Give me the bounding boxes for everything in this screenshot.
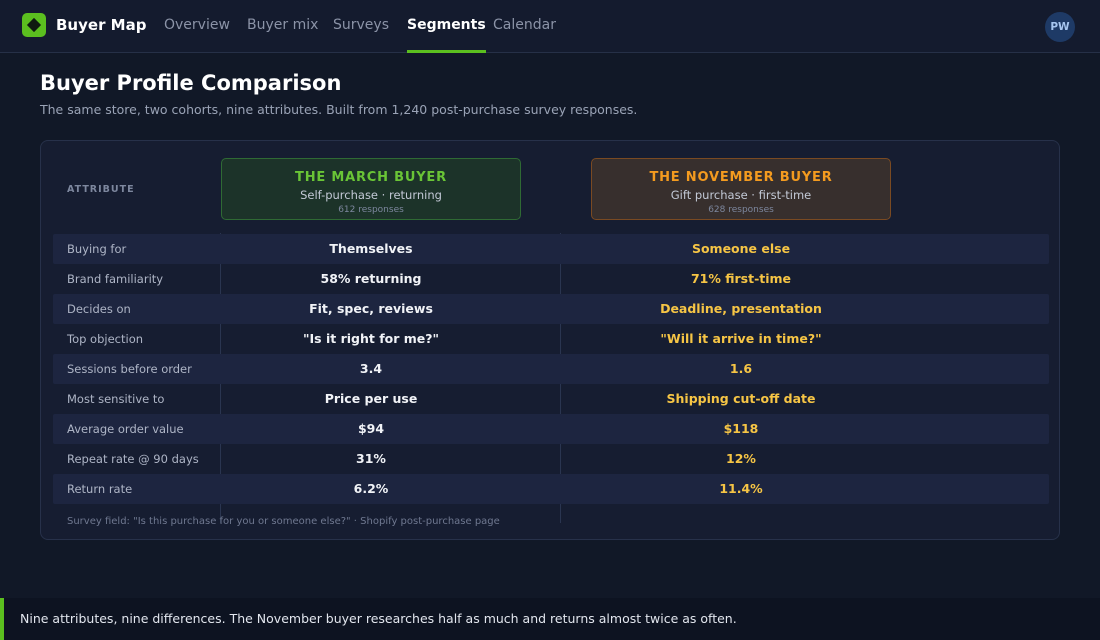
november-value: Deadline, presentation — [660, 301, 822, 316]
cohort-response-count: 628 responses — [708, 205, 774, 215]
november-value: $118 — [723, 421, 759, 436]
table-row: Most sensitive to Price per use Shipping… — [53, 384, 1049, 414]
attribute-label: Return rate — [67, 482, 133, 496]
march-value: 3.4 — [359, 361, 383, 376]
table-row: Buying for Themselves Someone else — [53, 234, 1049, 264]
attribute-column-header: ATTRIBUTE — [67, 184, 135, 195]
cohort-name: THE MARCH BUYER — [295, 170, 447, 185]
comparison-rows: Buying for Themselves Someone else Brand… — [53, 234, 1049, 504]
table-row: Brand familiarity 58% returning 71% firs… — [53, 264, 1049, 294]
march-value: 58% returning — [320, 271, 422, 286]
tab-surveys[interactable]: Surveys — [333, 17, 389, 33]
november-value: "Will it arrive in time?" — [660, 331, 822, 346]
november-value: Shipping cut-off date — [666, 391, 816, 406]
cohort-response-count: 612 responses — [338, 205, 404, 215]
tab-buyer-mix[interactable]: Buyer mix — [247, 17, 319, 33]
november-value: 1.6 — [729, 361, 753, 376]
page-title: Buyer Profile Comparison — [40, 71, 342, 95]
november-value: 11.4% — [719, 481, 763, 496]
november-value: 71% first-time — [690, 271, 792, 286]
march-value: Price per use — [324, 391, 418, 406]
cohort-name: THE NOVEMBER BUYER — [649, 170, 833, 185]
november-value: Someone else — [691, 241, 791, 256]
user-avatar[interactable]: PW — [1045, 12, 1075, 42]
march-buyer-header: THE MARCH BUYER Self-purchase · returnin… — [221, 158, 521, 220]
attribute-label: Decides on — [67, 302, 131, 316]
tab-calendar[interactable]: Calendar — [493, 17, 556, 33]
march-value: Themselves — [329, 241, 413, 256]
table-row: Average order value $94 $118 — [53, 414, 1049, 444]
comparison-card: ATTRIBUTE THE MARCH BUYER Self-purchase … — [40, 140, 1060, 540]
attribute-label: Brand familiarity — [67, 272, 164, 286]
insight-text: Nine attributes, nine differences. The N… — [20, 611, 737, 626]
cohort-description: Gift purchase · first-time — [670, 188, 812, 202]
march-value: 31% — [356, 451, 386, 466]
march-value: $94 — [357, 421, 385, 436]
november-value: 12% — [726, 451, 756, 466]
table-row: Repeat rate @ 90 days 31% 12% — [53, 444, 1049, 474]
attribute-label: Most sensitive to — [67, 392, 165, 406]
table-row: Return rate 6.2% 11.4% — [53, 474, 1049, 504]
table-row: Decides on Fit, spec, reviews Deadline, … — [53, 294, 1049, 324]
attribute-label: Buying for — [67, 242, 127, 256]
march-value: Fit, spec, reviews — [309, 301, 433, 316]
tab-overview[interactable]: Overview — [164, 17, 230, 33]
attribute-label: Repeat rate @ 90 days — [67, 452, 199, 466]
app-name[interactable]: Buyer Map — [56, 16, 147, 34]
insight-banner: Nine attributes, nine differences. The N… — [0, 598, 1100, 640]
november-buyer-header: THE NOVEMBER BUYER Gift purchase · first… — [591, 158, 891, 220]
survey-footnote: Survey field: "Is this purchase for you … — [67, 516, 500, 527]
page-subtitle: The same store, two cohorts, nine attrib… — [40, 102, 638, 117]
table-row: Top objection "Is it right for me?" "Wil… — [53, 324, 1049, 354]
table-row: Sessions before order 3.4 1.6 — [53, 354, 1049, 384]
attribute-label: Sessions before order — [67, 362, 192, 376]
top-navigation-bar: Buyer Map Overview Buyer mix Surveys Seg… — [0, 0, 1100, 53]
tab-segments[interactable]: Segments — [407, 17, 486, 53]
diamond-logo-icon[interactable] — [22, 13, 46, 37]
cohort-description: Self-purchase · returning — [300, 188, 442, 202]
march-value: 6.2% — [353, 481, 389, 496]
march-value: "Is it right for me?" — [303, 331, 439, 346]
attribute-label: Average order value — [67, 422, 184, 436]
attribute-label: Top objection — [67, 332, 144, 346]
